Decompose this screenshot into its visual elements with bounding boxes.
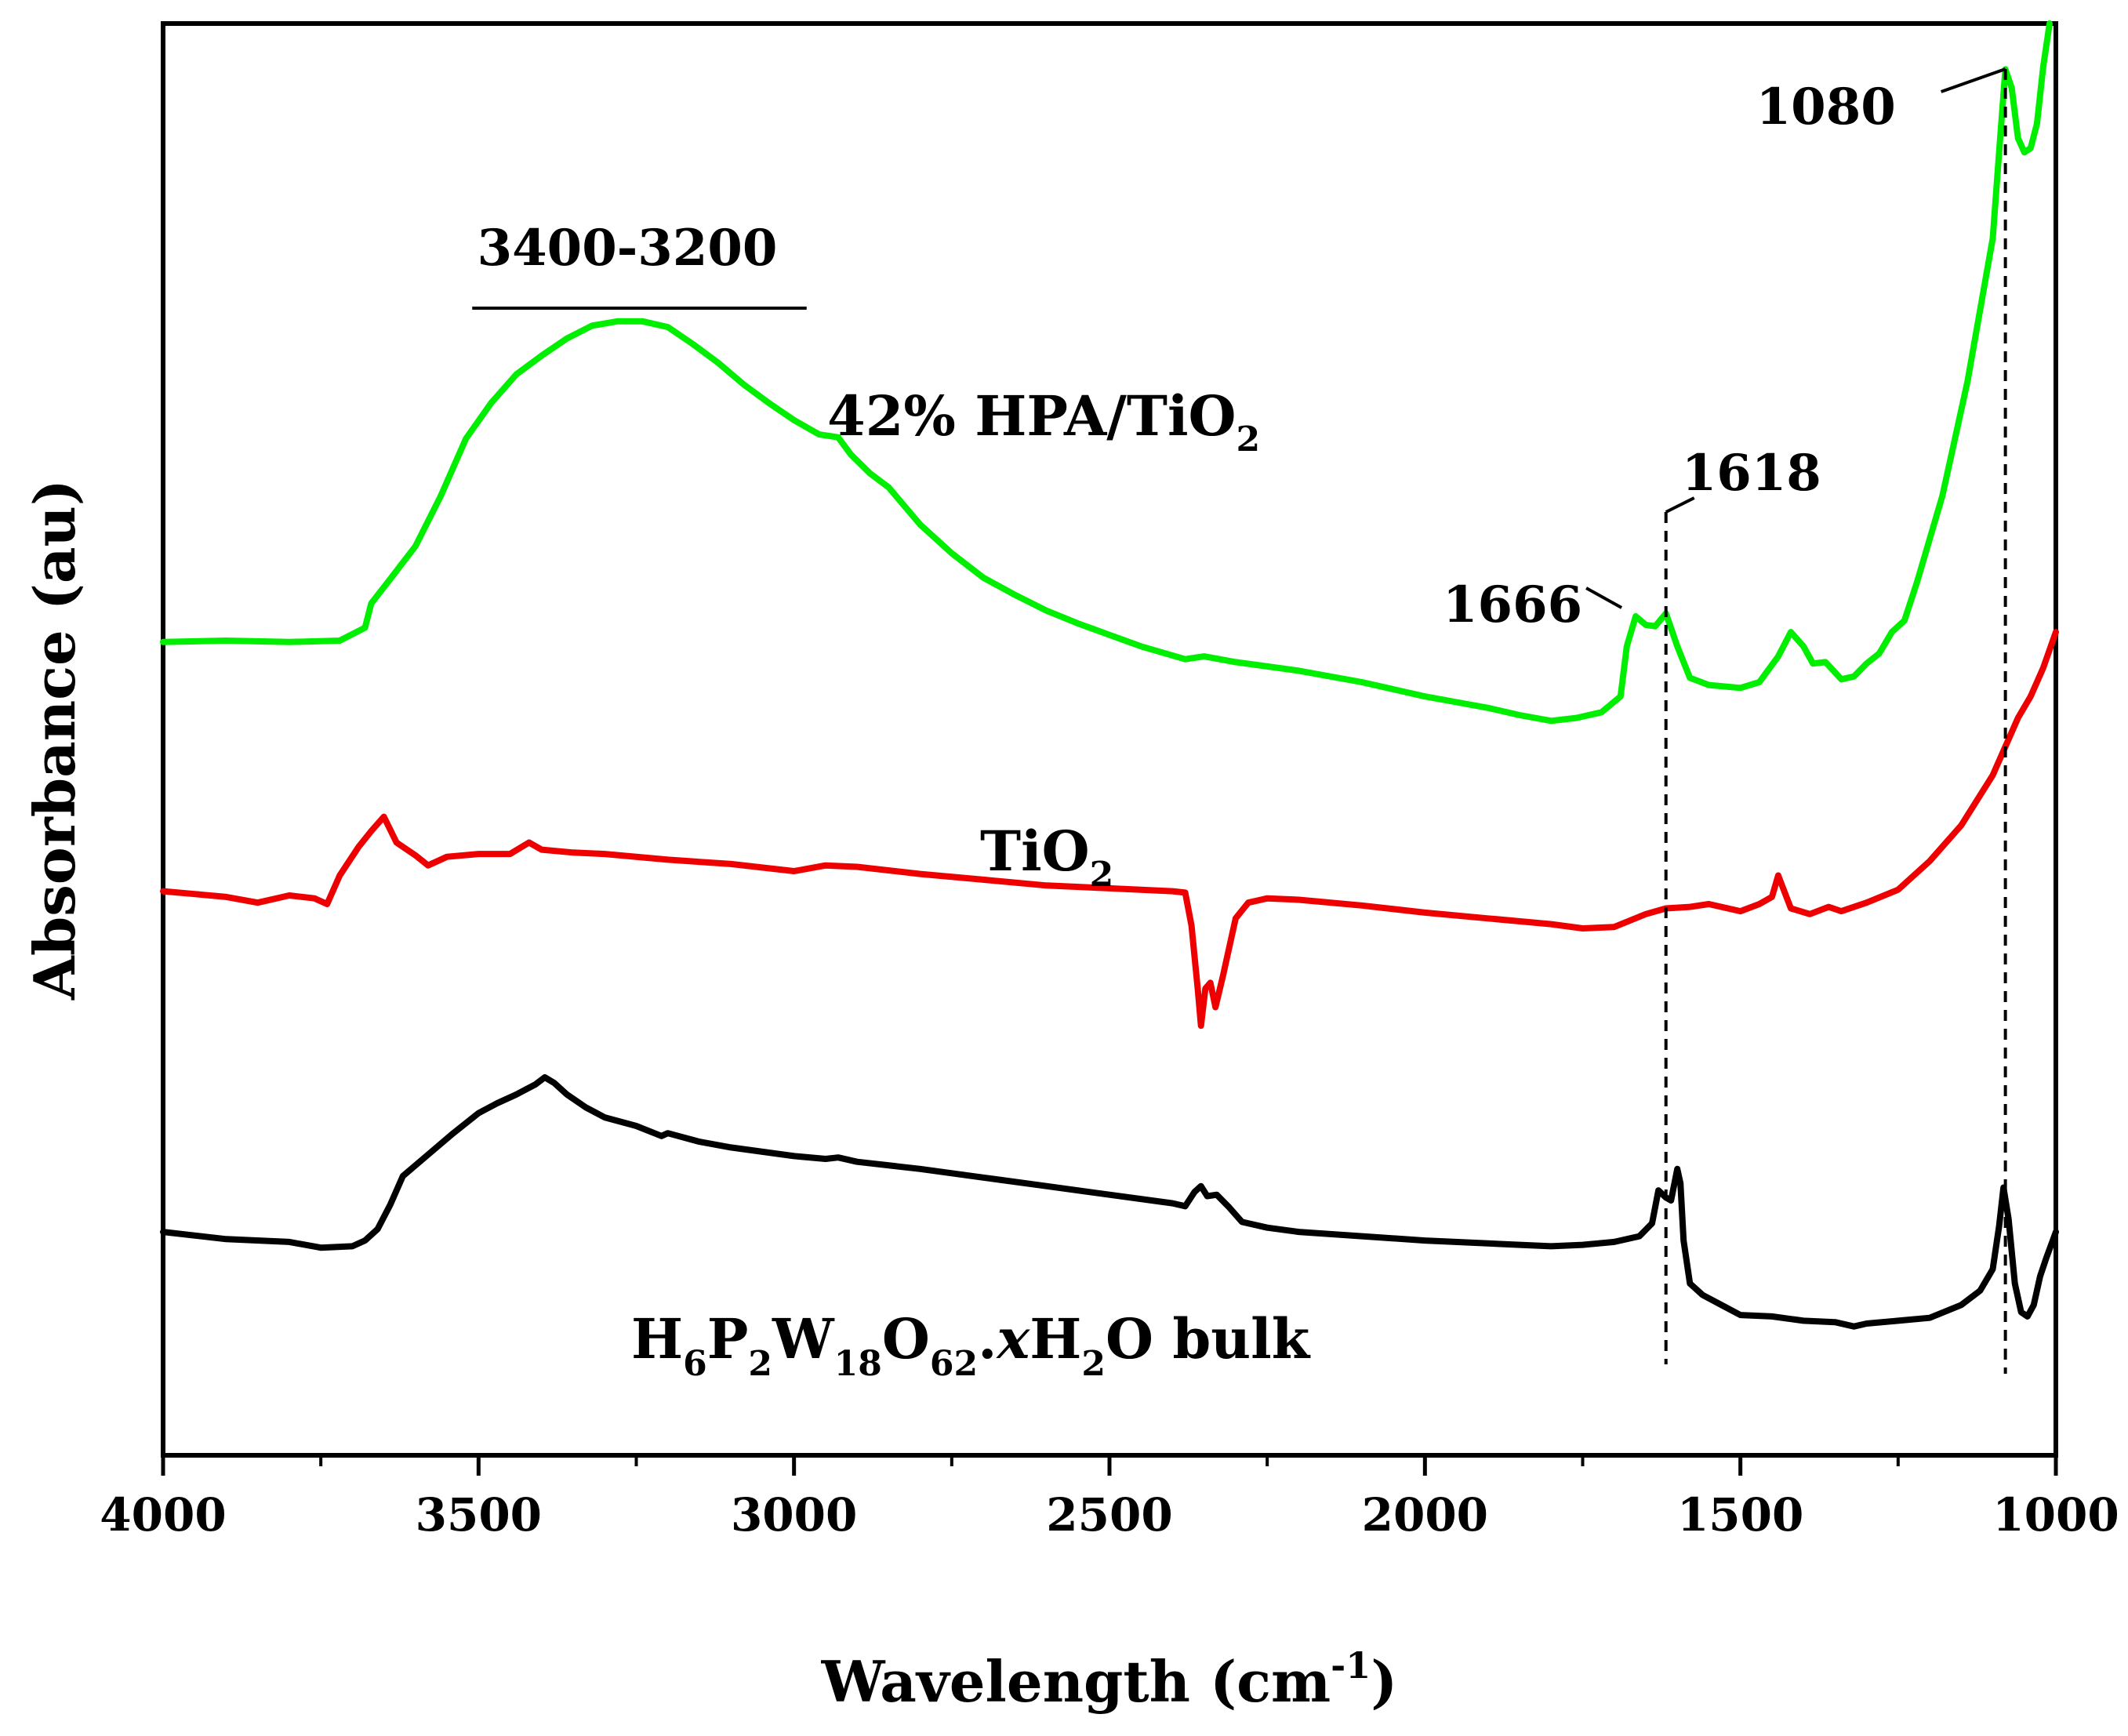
series-label-0: 42% HPA/TiO2 (827, 383, 1260, 459)
series-lines (160, 20, 2059, 1330)
x-tick-label: 2500 (1046, 1488, 1172, 1542)
x-tick-label: 1500 (1677, 1488, 1803, 1542)
x-tick-label: 1000 (1992, 1488, 2119, 1542)
x-tick-label: 3500 (416, 1488, 542, 1542)
x-tick-label: 3000 (731, 1488, 857, 1542)
x-tick-label: 4000 (100, 1488, 226, 1542)
series-labels: 42% HPA/TiO2 TiO2 H6P2W18O62.xH2O bulk (631, 383, 1311, 1384)
leader-1666 (1585, 587, 1623, 609)
series-label-2: H6P2W18O62.xH2O bulk (631, 1306, 1311, 1384)
annotation-1080: 1080 (1756, 78, 1896, 136)
annotation-range: 3400-3200 (478, 219, 778, 278)
peak-annotations: 1080 1618 1666 3400-3200 (472, 67, 2007, 1374)
annotation-1666: 1666 (1443, 576, 1582, 634)
plot-frame (161, 21, 2058, 1458)
leader-1618 (1665, 496, 1695, 514)
series-line-2 (160, 1073, 2059, 1330)
series-line-0 (160, 20, 2053, 725)
x-axis-title: Wavelength (cm-1) (821, 1644, 1398, 1715)
annotation-1618: 1618 (1682, 444, 1821, 503)
y-axis-title: Absorbance (au) (21, 479, 88, 1001)
series-label-1: TiO2 (980, 819, 1113, 895)
leader-1080 (1940, 67, 2006, 93)
x-axis-ticks: 4000 3500 3000 2500 2000 1500 1000 (100, 1455, 2119, 1542)
series-line-1 (160, 629, 2059, 1030)
x-tick-label: 2000 (1362, 1488, 1488, 1542)
